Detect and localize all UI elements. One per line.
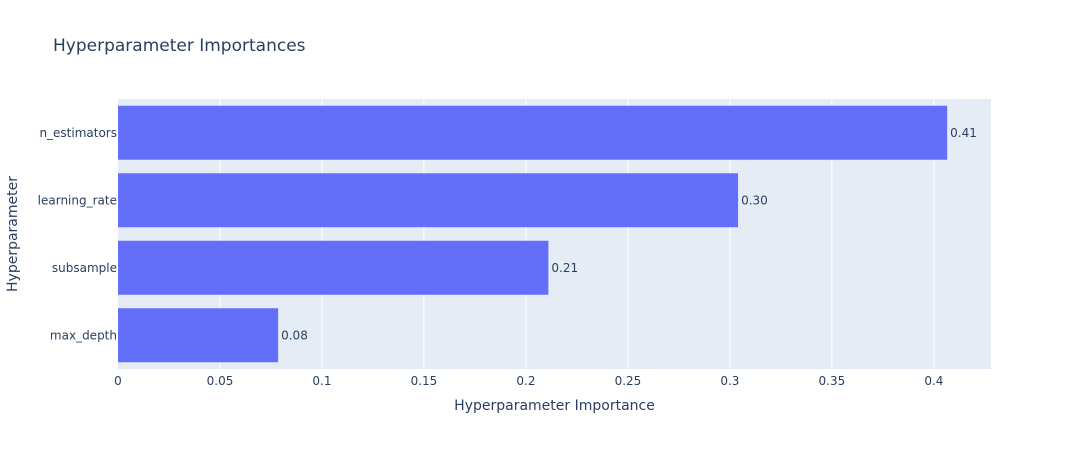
- x-tick-label-5: 0.25: [615, 374, 642, 388]
- y-axis-title: Hyperparameter: [5, 176, 21, 292]
- y-tick-label-learning_rate: learning_rate: [38, 193, 117, 207]
- y-tick-label-n_estimators: n_estimators: [39, 126, 117, 140]
- data-label-subsample: 0.21: [551, 261, 578, 275]
- bar-max_depth[interactable]: [118, 308, 279, 363]
- chart-title: Hyperparameter Importances: [53, 36, 306, 56]
- data-labels: 0.08 0.21 0.30 0.41: [281, 126, 977, 343]
- y-axis-ticks: max_depth subsample learning_rate n_estimat…: [38, 126, 117, 343]
- data-label-n_estimators: 0.41: [950, 126, 977, 140]
- x-tick-label-6: 0.3: [720, 374, 739, 388]
- y-tick-label-max_depth: max_depth: [50, 328, 117, 342]
- bar-learning_rate[interactable]: [118, 173, 739, 228]
- data-label-max_depth: 0.08: [281, 328, 308, 342]
- x-axis-title: Hyperparameter Importance: [454, 398, 655, 414]
- x-tick-label-3: 0.15: [411, 374, 438, 388]
- data-label-learning_rate: 0.30: [741, 193, 768, 207]
- x-axis-ticks: 0 0.05 0.1 0.15 0.2 0.25 0.3 0.35 0.4: [114, 374, 943, 388]
- x-tick-label-0: 0: [114, 374, 122, 388]
- x-tick-label-7: 0.35: [819, 374, 846, 388]
- bar-n_estimators[interactable]: [118, 105, 948, 160]
- bars: [118, 105, 948, 363]
- x-tick-label-8: 0.4: [924, 374, 943, 388]
- x-tick-label-2: 0.1: [312, 374, 331, 388]
- bar-subsample[interactable]: [118, 240, 549, 295]
- x-tick-label-1: 0.05: [207, 374, 234, 388]
- x-tick-label-4: 0.2: [516, 374, 535, 388]
- y-tick-label-subsample: subsample: [52, 261, 117, 275]
